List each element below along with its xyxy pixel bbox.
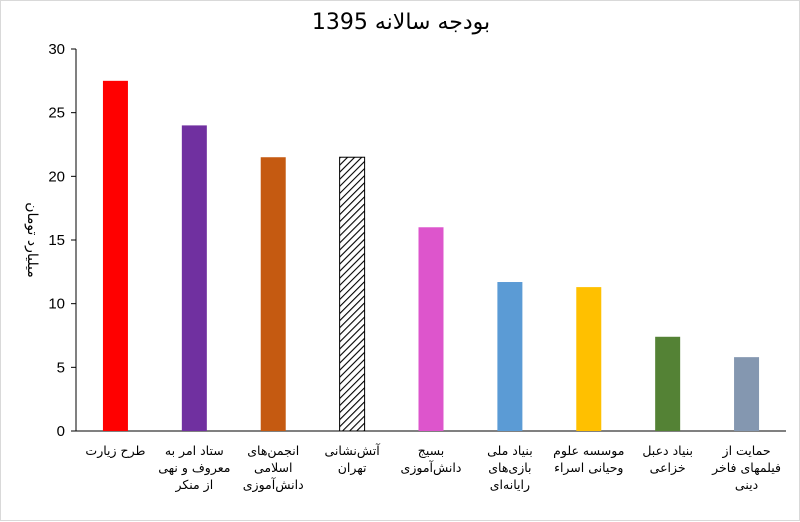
x-tick-label: انجمن‌های اسلامی دانش‌آموزی bbox=[243, 443, 304, 493]
x-tick-label: بسیج دانش‌آموزی bbox=[401, 443, 462, 476]
y-tick-label: 15 bbox=[48, 232, 65, 249]
bars bbox=[102, 80, 760, 432]
bar bbox=[181, 125, 207, 432]
x-tick-label: آتش‌نشانی تهران bbox=[324, 443, 380, 476]
chart-title: بودجه سالانه 1395 bbox=[312, 10, 490, 35]
y-tick-label: 20 bbox=[48, 168, 65, 185]
y-tick-label: 5 bbox=[57, 359, 65, 376]
bar bbox=[102, 80, 128, 431]
y-axis-label: میلیارد تومان bbox=[24, 202, 40, 277]
bar bbox=[260, 157, 286, 431]
bar bbox=[497, 282, 523, 431]
bar bbox=[418, 227, 444, 431]
bar bbox=[339, 156, 366, 432]
y-tick-label: 25 bbox=[48, 105, 65, 122]
bar bbox=[655, 336, 681, 431]
y-tick-label: 30 bbox=[48, 41, 65, 58]
x-tick-label: بنیاد ملی بازی‌های رایانه‌ای bbox=[487, 443, 533, 493]
y-tick-label: 0 bbox=[57, 423, 65, 440]
x-tick-label: طرح زیارت bbox=[85, 443, 145, 459]
x-tick-labels: طرح زیارت ستاد امر به معروف و نهی از منکر ان… bbox=[85, 443, 781, 493]
x-tick-label: حمایت از فیلمهای فاخر دینی bbox=[711, 443, 781, 492]
x-tick-label: بنیاد دعبل خزاعی bbox=[642, 443, 693, 476]
y-tick-label: 10 bbox=[48, 296, 65, 313]
bar bbox=[576, 287, 602, 431]
x-tick-label: موسسه علوم وحیانی اسراء bbox=[553, 443, 624, 476]
x-tick-label: ستاد امر به معروف و نهی از منکر bbox=[158, 443, 230, 493]
y-ticks: 0 5 10 15 20 25 30 bbox=[48, 41, 76, 440]
bar bbox=[734, 357, 760, 431]
